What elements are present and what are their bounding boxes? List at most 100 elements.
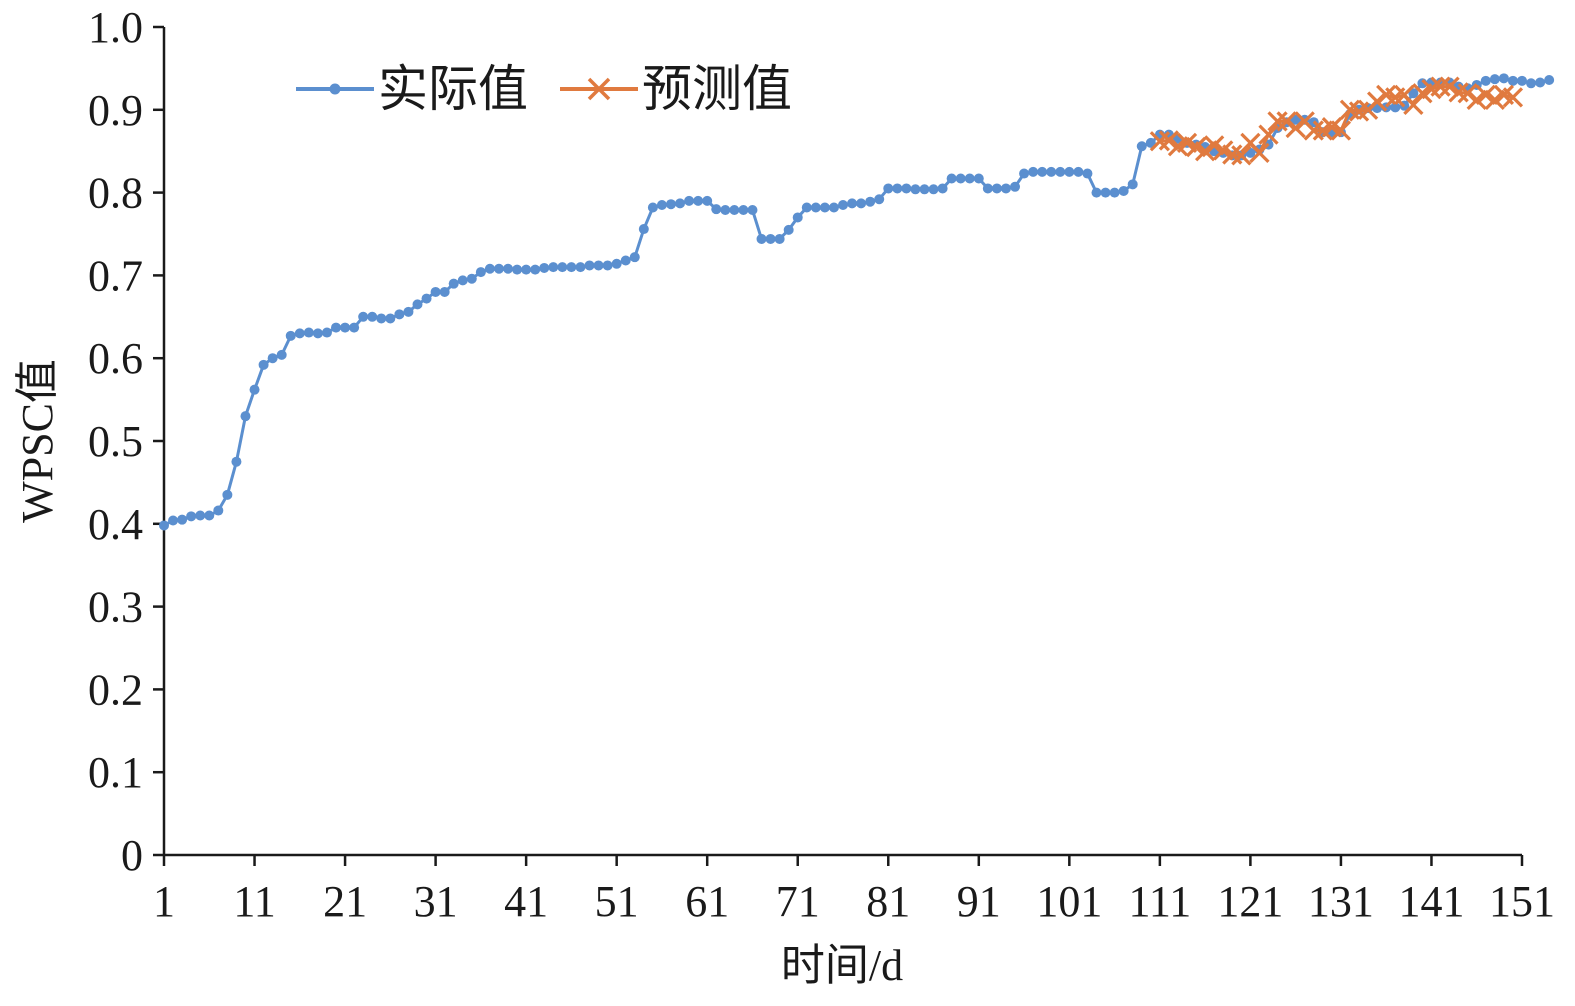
data-point: [575, 262, 586, 273]
data-point: [1498, 73, 1509, 84]
data-point: [1127, 179, 1138, 190]
data-point-stroke: [1222, 144, 1243, 165]
data-point: [503, 263, 514, 274]
data-point: [693, 195, 704, 206]
data-point: [521, 264, 532, 275]
data-point: [810, 202, 821, 213]
x-tick-label: 51: [595, 877, 639, 926]
data-point: [566, 262, 577, 273]
data-point: [684, 195, 695, 206]
x-tick-label: 71: [776, 877, 820, 926]
data-point: [195, 510, 206, 521]
data-point: [294, 328, 305, 339]
data-point: [711, 204, 722, 215]
data-point: [1390, 102, 1401, 113]
x-tick-label: 151: [1489, 877, 1555, 926]
data-point: [620, 255, 631, 266]
data-point: [874, 194, 885, 205]
data-point: [584, 260, 595, 271]
data-point: [530, 264, 541, 275]
data-point: [1303, 120, 1324, 141]
series-predicted: [1149, 76, 1524, 166]
legend-predicted-marker-icon: [587, 77, 611, 101]
data-point-stroke: [1448, 82, 1469, 103]
x-tick-label: 41: [504, 877, 548, 926]
data-point: [982, 183, 993, 194]
data-point: [186, 511, 197, 522]
data-point: [340, 322, 351, 333]
data-point: [720, 204, 731, 215]
data-point: [1403, 94, 1424, 115]
data-point: [1109, 187, 1120, 198]
data-point: [1195, 141, 1216, 162]
data-point: [865, 196, 876, 207]
data-point: [838, 200, 848, 211]
data-point: [1480, 75, 1491, 86]
data-point: [1249, 142, 1270, 163]
data-point: [1290, 114, 1301, 125]
data-point: [1136, 141, 1147, 152]
data-point-stroke: [1439, 76, 1460, 97]
legend: 实际值 预测值: [296, 61, 792, 117]
y-tick-label: 0.4: [88, 500, 143, 549]
data-point: [1046, 166, 1057, 177]
data-point: [548, 262, 559, 273]
data-point: [1457, 83, 1478, 104]
data-point: [665, 199, 676, 210]
data-point-stroke: [1294, 111, 1315, 132]
data-point: [1231, 145, 1252, 166]
data-point-stroke: [1430, 76, 1451, 97]
data-point: [738, 204, 749, 215]
data-point: [493, 263, 504, 274]
data-point: [783, 224, 794, 235]
legend-actual-label: 实际值: [378, 61, 528, 117]
data-point: [1502, 87, 1524, 108]
data-point: [159, 520, 169, 531]
data-point-stroke: [1475, 84, 1496, 106]
data-point: [466, 273, 477, 284]
data-point-stroke: [1339, 99, 1361, 120]
series-line: [163, 76, 1550, 527]
data-point: [955, 173, 966, 184]
data-point: [919, 184, 930, 195]
data-point: [1010, 181, 1021, 192]
x-axis-title: 时间/d: [781, 941, 903, 990]
data-point-stroke: [1249, 142, 1270, 163]
data-point-stroke: [1493, 84, 1515, 106]
data-point: [946, 173, 957, 184]
data-point: [213, 505, 224, 516]
x-tick-label: 1: [153, 877, 175, 926]
data-point: [1439, 76, 1460, 97]
data-point-stroke: [1367, 91, 1388, 112]
data-point-stroke: [1267, 111, 1288, 132]
data-point: [448, 278, 459, 289]
data-point: [1408, 88, 1419, 99]
y-tick-label: 0.2: [88, 665, 143, 714]
data-point: [484, 263, 495, 274]
data-point-stroke: [1158, 130, 1180, 151]
x-tick-label: 81: [866, 877, 910, 926]
legend-predicted-label: 预测值: [642, 61, 792, 117]
data-point: [1544, 74, 1555, 85]
data-point: [828, 202, 839, 213]
y-axis-title: WPSC值: [13, 359, 62, 523]
data-point: [647, 202, 658, 213]
data-point-stroke: [1231, 145, 1252, 166]
y-tick-label: 0.7: [88, 251, 143, 300]
data-point: [856, 198, 867, 209]
y-tick-label: 1.0: [88, 3, 143, 52]
data-point: [231, 456, 242, 467]
data-point: [321, 327, 332, 338]
data-point: [991, 183, 1002, 194]
data-point: [168, 515, 179, 526]
data-point: [1064, 166, 1075, 177]
data-point-stroke: [1394, 84, 1415, 106]
data-point-stroke: [1502, 87, 1524, 108]
data-point: [964, 173, 975, 184]
data-point-stroke: [1185, 136, 1207, 158]
data-point: [1055, 166, 1066, 177]
data-point: [1158, 130, 1180, 151]
data-point: [177, 514, 188, 525]
x-tick-label: 141: [1398, 877, 1464, 926]
